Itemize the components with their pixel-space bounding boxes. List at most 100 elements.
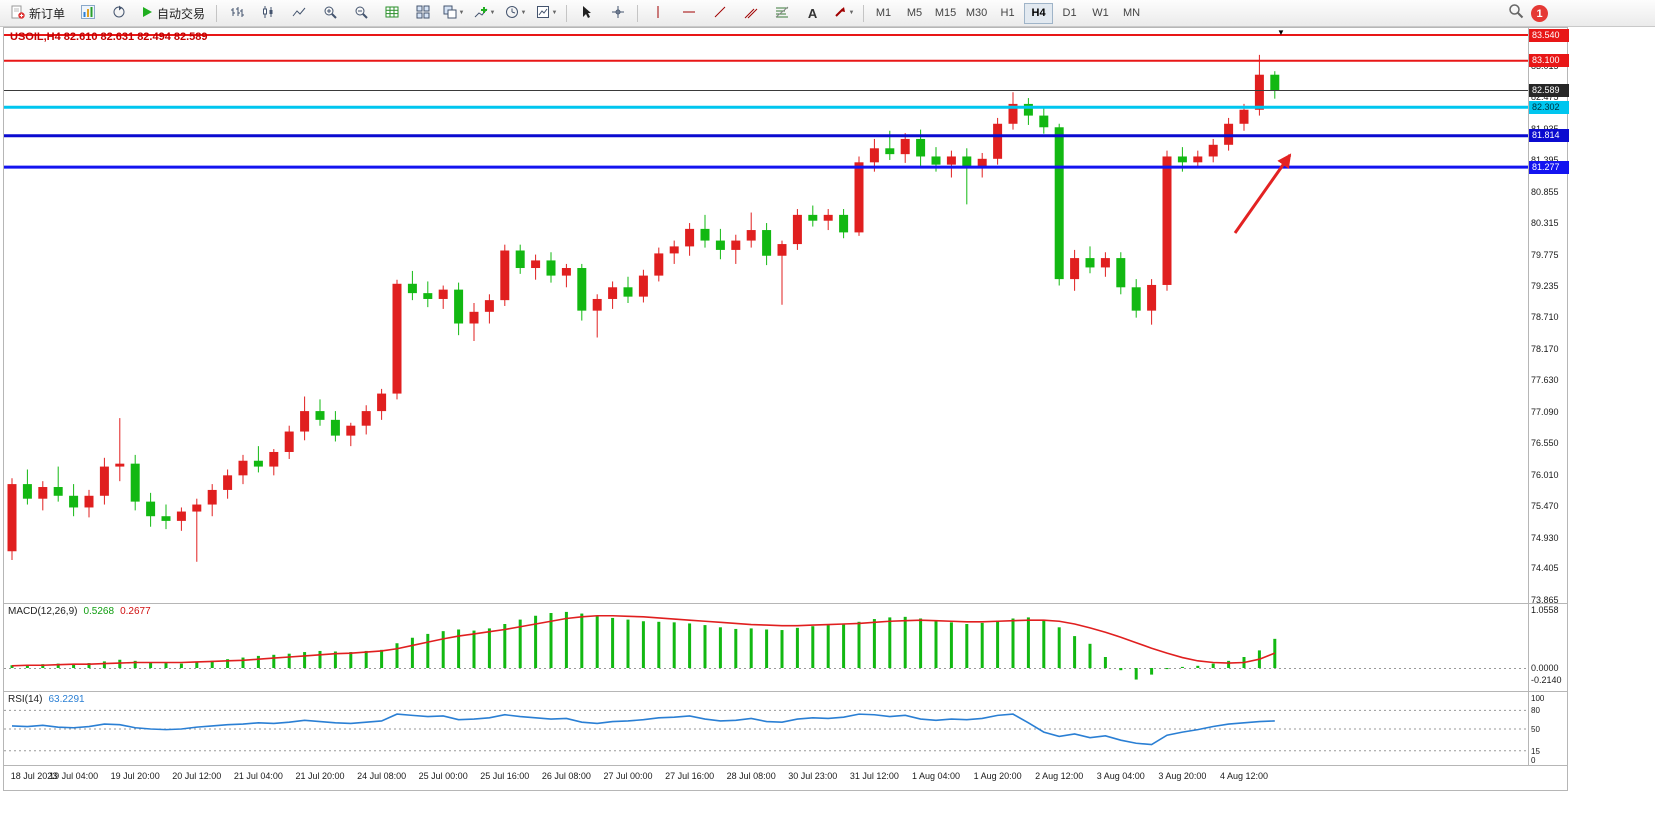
macd-histogram-bar bbox=[487, 628, 491, 668]
timeframe-h4[interactable]: H4 bbox=[1024, 2, 1054, 24]
candle-body bbox=[207, 489, 217, 505]
macd-histogram-bar bbox=[872, 619, 876, 668]
candle-body bbox=[361, 411, 371, 426]
candle-body bbox=[1008, 103, 1018, 124]
macd-histogram-bar bbox=[1150, 668, 1154, 675]
macd-histogram-bar bbox=[364, 650, 368, 668]
candle-body bbox=[731, 240, 741, 250]
candle-body bbox=[1070, 258, 1080, 280]
timeframe-m30[interactable]: M30 bbox=[965, 7, 988, 19]
candle-body bbox=[839, 214, 849, 233]
toolbar-separator bbox=[863, 4, 865, 22]
macd-histogram-bar bbox=[226, 659, 230, 668]
macd-histogram-bar bbox=[996, 620, 1000, 668]
arrows-tool-button[interactable]: ▼ bbox=[829, 2, 858, 25]
candle-body bbox=[993, 123, 1003, 159]
grid-icon bbox=[385, 5, 399, 22]
crosshair-button[interactable] bbox=[603, 2, 632, 25]
candle-body bbox=[315, 411, 325, 420]
templates-icon bbox=[536, 5, 550, 22]
trendline-button[interactable] bbox=[705, 2, 734, 25]
vertical-line-button[interactable] bbox=[643, 2, 672, 25]
macd-histogram-bar bbox=[672, 622, 676, 668]
candle-body bbox=[269, 451, 279, 467]
rsi-name: RSI(14) bbox=[8, 694, 43, 705]
macd-histogram-bar bbox=[842, 624, 846, 668]
candle-body bbox=[454, 289, 464, 324]
timeframe-m5[interactable]: M5 bbox=[906, 7, 923, 19]
candle-body bbox=[1147, 284, 1157, 311]
candle-chart-button[interactable] bbox=[253, 2, 282, 25]
search-icon[interactable] bbox=[1508, 3, 1524, 24]
candle-body bbox=[1131, 287, 1141, 311]
macd-histogram-bar bbox=[1057, 627, 1061, 668]
macd-histogram-bar bbox=[749, 628, 753, 668]
candle-body bbox=[1100, 258, 1110, 268]
charts-button[interactable] bbox=[73, 2, 102, 25]
auto-trading-icon bbox=[141, 6, 153, 21]
candle-body bbox=[623, 287, 633, 297]
macd-histogram-bar bbox=[164, 663, 168, 668]
crosshair-icon bbox=[611, 5, 625, 22]
macd-indicator-label: MACD(12,26,9) 0.5268 0.2677 bbox=[8, 606, 151, 617]
candle-body bbox=[1177, 156, 1187, 163]
timeframe-d1[interactable]: D1 bbox=[1062, 7, 1077, 19]
candle-body bbox=[515, 250, 525, 269]
macd-histogram-bar bbox=[1196, 665, 1200, 668]
timeframe-m15[interactable]: M15 bbox=[934, 7, 957, 19]
periods-button[interactable]: ▼ bbox=[501, 2, 530, 25]
timeframe-mn[interactable]: MN bbox=[1122, 7, 1141, 19]
candle-body bbox=[253, 460, 263, 467]
macd-histogram-bar bbox=[333, 651, 337, 668]
periods-icon bbox=[505, 5, 519, 22]
macd-histogram-bar bbox=[503, 624, 507, 668]
zoom-in-button[interactable] bbox=[315, 2, 344, 25]
cursor-button[interactable] bbox=[572, 2, 601, 25]
tile-windows-button[interactable] bbox=[408, 2, 437, 25]
macd-histogram-bar bbox=[1088, 643, 1092, 668]
refresh-button[interactable] bbox=[104, 2, 133, 25]
macd-histogram-bar bbox=[457, 629, 461, 668]
chevron-down-icon: ▼ bbox=[458, 10, 465, 16]
macd-histogram-bar bbox=[919, 618, 923, 668]
macd-histogram-bar bbox=[765, 629, 769, 668]
cascade-windows-button[interactable]: ▼ bbox=[439, 2, 468, 25]
macd-histogram-bar bbox=[472, 630, 476, 668]
macd-histogram-bar bbox=[1134, 668, 1138, 680]
timeframe-m1[interactable]: M1 bbox=[875, 7, 892, 19]
candle-body bbox=[1116, 258, 1126, 288]
line-chart-button[interactable] bbox=[284, 2, 313, 25]
new-order-button[interactable]: 新订单 bbox=[5, 2, 71, 25]
notification-badge[interactable]: 1 bbox=[1531, 5, 1548, 22]
candle-body bbox=[423, 293, 433, 299]
candle-body bbox=[1054, 127, 1064, 280]
grid-button[interactable] bbox=[377, 2, 406, 25]
horizontal-line-button[interactable] bbox=[674, 2, 703, 25]
candle-body bbox=[977, 158, 987, 169]
candle-body bbox=[916, 138, 926, 157]
chart-shift-marker[interactable]: ▼ bbox=[1277, 28, 1285, 37]
candle-body bbox=[885, 148, 895, 155]
zoom-out-button[interactable] bbox=[346, 2, 375, 25]
templates-button[interactable]: ▼ bbox=[532, 2, 561, 25]
macd-histogram-bar bbox=[1211, 663, 1215, 668]
bar-chart-icon bbox=[230, 5, 244, 22]
timeframe-h1[interactable]: H1 bbox=[1000, 7, 1015, 19]
candle-body bbox=[392, 283, 402, 394]
fibonacci-button[interactable] bbox=[767, 2, 796, 25]
macd-histogram-bar bbox=[688, 623, 692, 668]
macd-histogram-bar bbox=[149, 662, 153, 668]
auto-trading-button[interactable]: 自动交易 bbox=[135, 2, 211, 25]
candle-body bbox=[99, 466, 109, 496]
arrow-annotation[interactable] bbox=[1233, 153, 1292, 234]
macd-histogram-bar bbox=[965, 624, 969, 668]
add-indicator-button[interactable]: ▼ bbox=[470, 2, 499, 25]
timeframe-w1[interactable]: W1 bbox=[1092, 7, 1109, 19]
candle-body bbox=[654, 253, 664, 276]
candle-chart-icon bbox=[261, 5, 275, 22]
candle-body bbox=[161, 516, 171, 521]
text-tool-button[interactable]: A bbox=[798, 2, 827, 25]
bar-chart-button[interactable] bbox=[222, 2, 251, 25]
channel-button[interactable] bbox=[736, 2, 765, 25]
